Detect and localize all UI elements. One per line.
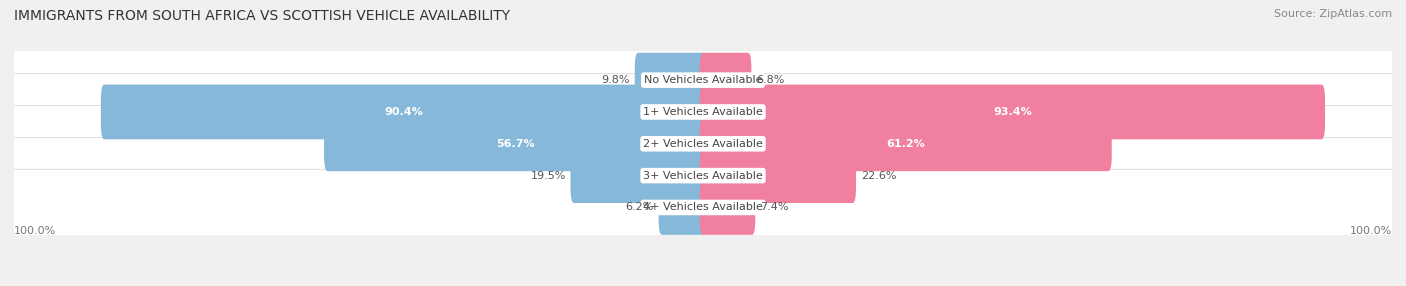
FancyBboxPatch shape [8,138,1398,214]
FancyBboxPatch shape [8,106,1398,182]
Text: No Vehicles Available: No Vehicles Available [644,75,762,85]
Text: 22.6%: 22.6% [860,171,896,181]
Text: 56.7%: 56.7% [496,139,534,149]
Text: 7.4%: 7.4% [761,202,789,212]
Text: 61.2%: 61.2% [886,139,925,149]
Text: 3+ Vehicles Available: 3+ Vehicles Available [643,171,763,181]
Text: Source: ZipAtlas.com: Source: ZipAtlas.com [1274,9,1392,19]
FancyBboxPatch shape [658,180,706,235]
FancyBboxPatch shape [700,85,1324,139]
FancyBboxPatch shape [323,116,706,171]
FancyBboxPatch shape [700,53,751,108]
Text: 9.8%: 9.8% [602,75,630,85]
Text: 90.4%: 90.4% [384,107,423,117]
FancyBboxPatch shape [700,148,856,203]
Text: 19.5%: 19.5% [530,171,565,181]
Text: 1+ Vehicles Available: 1+ Vehicles Available [643,107,763,117]
FancyBboxPatch shape [8,169,1398,246]
FancyBboxPatch shape [101,85,706,139]
FancyBboxPatch shape [8,74,1398,150]
Text: 100.0%: 100.0% [14,226,56,236]
FancyBboxPatch shape [700,180,755,235]
Text: 93.4%: 93.4% [993,107,1032,117]
FancyBboxPatch shape [571,148,706,203]
Text: 2+ Vehicles Available: 2+ Vehicles Available [643,139,763,149]
Text: 6.2%: 6.2% [626,202,654,212]
Text: IMMIGRANTS FROM SOUTH AFRICA VS SCOTTISH VEHICLE AVAILABILITY: IMMIGRANTS FROM SOUTH AFRICA VS SCOTTISH… [14,9,510,23]
Text: 100.0%: 100.0% [1350,226,1392,236]
FancyBboxPatch shape [8,42,1398,118]
Text: 4+ Vehicles Available: 4+ Vehicles Available [643,202,763,212]
Text: 6.8%: 6.8% [756,75,785,85]
FancyBboxPatch shape [700,116,1112,171]
FancyBboxPatch shape [634,53,706,108]
